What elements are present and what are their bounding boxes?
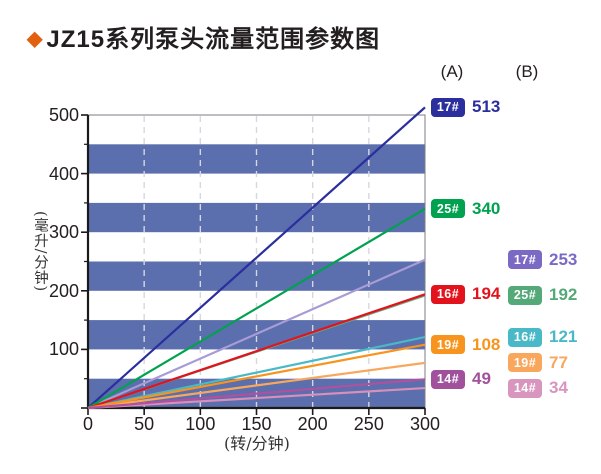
y-tick-label: 200: [48, 280, 79, 301]
y-tick-label: 100: [48, 339, 79, 360]
series-badge: 14#: [508, 378, 542, 398]
plot-frame: [88, 114, 426, 408]
y-tick-label: 400: [48, 163, 79, 184]
series-label-25-b: 25# 192: [508, 284, 577, 306]
x-tick-label: 250: [353, 414, 384, 434]
x-tick-label: 150: [241, 414, 272, 434]
series-label-17-b: 17# 253: [508, 249, 577, 271]
x-axis-unit-label: (转/分钟): [224, 434, 290, 453]
x-tick-label: 100: [185, 414, 216, 434]
series-value: 253: [549, 249, 578, 269]
series-label-16-b: 16# 121: [508, 326, 577, 348]
series-line-19-a: [87, 343, 426, 410]
page-title: ◆ JZ15系列泵头流量范围参数图: [27, 19, 380, 54]
series-value: 34: [549, 378, 568, 398]
series-value: 108: [472, 334, 501, 354]
series-line-17-b: [87, 258, 426, 410]
series-value: 121: [549, 327, 578, 347]
series-value: 192: [549, 285, 578, 305]
x-tick-label: 200: [297, 414, 328, 434]
series-value: 77: [549, 352, 568, 372]
series-line-14-b: [87, 386, 426, 410]
series-value: 49: [472, 369, 491, 389]
series-label-19-a: 19# 108: [431, 334, 500, 356]
series-badge: 16#: [431, 284, 465, 304]
series-value: 340: [472, 198, 501, 218]
series-value: 513: [472, 97, 501, 117]
series-line-16-b: [87, 336, 426, 410]
x-tick-label: 300: [409, 414, 441, 434]
page-title-text: JZ15系列泵头流量范围参数图: [46, 26, 381, 53]
series-label-14-a: 14# 49: [431, 368, 491, 390]
series-line-19-b: [87, 361, 426, 410]
series-badge: 25#: [508, 285, 542, 305]
column-a-header: (A): [440, 62, 464, 81]
y-tick-label: 500: [48, 105, 79, 125]
series-label-16-a: 16# 194: [431, 283, 500, 305]
x-tick-label: 0: [82, 414, 93, 434]
series-label-19-b: 19# 77: [508, 352, 568, 374]
diamond-bullet-icon: ◆: [27, 28, 44, 50]
series-line-17-a: [87, 106, 426, 409]
series-label-17-a: 17# 513: [431, 96, 500, 118]
x-tick-label: 50: [134, 414, 155, 434]
series-badge: 17#: [431, 97, 465, 117]
series-badge: 14#: [431, 369, 465, 389]
y-tick-label: 300: [48, 222, 79, 243]
series-badge: 19#: [508, 353, 542, 373]
series-line-16-a: [87, 293, 426, 410]
series-badge: 17#: [508, 250, 542, 270]
column-b-header: (B): [515, 62, 539, 81]
series-line-25-a: [87, 207, 426, 409]
background-band: [89, 144, 425, 174]
y-axis-unit-label: (毫升/分钟): [32, 211, 48, 293]
series-line-14-a: [87, 378, 426, 410]
series-badge: 16#: [508, 327, 542, 347]
series-label-25-a: 25# 340: [431, 198, 500, 220]
series-badge: 19#: [431, 335, 465, 355]
series-value: 194: [472, 284, 501, 304]
series-badge: 25#: [431, 199, 465, 219]
series-label-14-b: 14# 34: [508, 377, 568, 399]
